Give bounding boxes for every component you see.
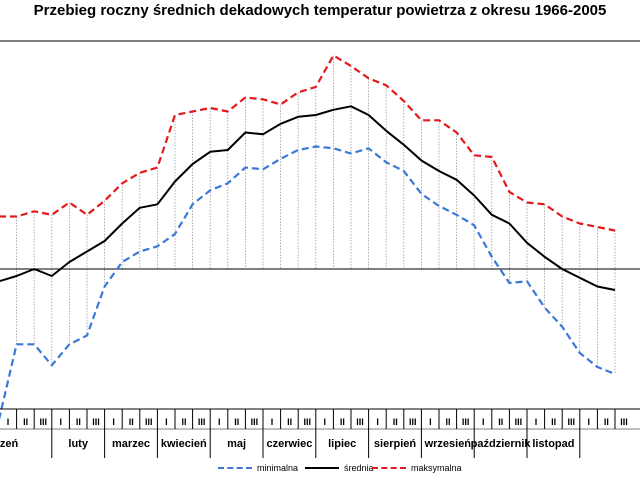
dekad-tick-label: II xyxy=(498,417,503,427)
legend-swatch-maksymalna xyxy=(372,467,406,469)
series-line-minimalna xyxy=(0,145,616,420)
dekad-tick-label: III xyxy=(198,417,206,427)
series-layer xyxy=(0,54,616,420)
legend-item-minimalna: minimalna xyxy=(218,463,298,473)
legend-label-minimalna: minimalna xyxy=(257,463,299,473)
dekad-tick-label: III xyxy=(356,417,364,427)
series-line-maksymalna xyxy=(0,54,616,232)
dekad-tick-label: II xyxy=(551,417,556,427)
x-axis: I II III I II III I II III I II III I II III I II III I II I… xyxy=(0,408,640,458)
dekad-tick-label: I xyxy=(376,417,379,427)
month-label: luty xyxy=(68,438,88,450)
dekad-tick-label: III xyxy=(145,417,153,427)
dekad-tick-label: I xyxy=(482,417,485,427)
dekad-tick-label: I xyxy=(218,417,221,427)
month-label: czerwiec xyxy=(266,438,312,450)
dekad-tick-label: I xyxy=(535,417,538,427)
month-label: maj xyxy=(227,438,246,450)
dekad-tick-label: I xyxy=(588,417,591,427)
dekad-tick-label: II xyxy=(340,417,345,427)
legend-label-srednia: średnia xyxy=(344,463,374,473)
dekad-tick-label: III xyxy=(620,417,628,427)
month-label: listopad xyxy=(532,438,574,450)
dekad-tick-label: II xyxy=(129,417,134,427)
dekad-tick-label: I xyxy=(271,417,274,427)
dekad-tick-label: II xyxy=(393,417,398,427)
month-label: marzec xyxy=(112,438,150,450)
series-line-srednia xyxy=(0,105,616,291)
legend: minimalna średnia maksymalna xyxy=(0,463,640,479)
legend-item-maksymalna: maksymalna xyxy=(372,463,462,473)
dekad-tick-label: II xyxy=(445,417,450,427)
dekad-tick-label: II xyxy=(76,417,81,427)
dekad-tick-label: I xyxy=(7,417,10,427)
dekad-tick-label: III xyxy=(409,417,417,427)
dekad-tick-label: I xyxy=(112,417,115,427)
dekad-tick-label: I xyxy=(324,417,327,427)
month-label: zeń xyxy=(0,438,18,450)
legend-label-maksymalna: maksymalna xyxy=(411,463,462,473)
dekad-tick-label: III xyxy=(92,417,100,427)
dekad-tick-label: I xyxy=(60,417,63,427)
month-label: sierpień xyxy=(374,438,416,450)
dekad-tick-label: II xyxy=(181,417,186,427)
dekad-tick-label: III xyxy=(515,417,523,427)
dekad-tick-label: III xyxy=(462,417,470,427)
dekad-tick-label: II xyxy=(234,417,239,427)
dekad-tick-label: II xyxy=(604,417,609,427)
legend-swatch-minimalna xyxy=(218,467,252,469)
legend-item-srednia: średnia xyxy=(305,463,374,473)
dekad-tick-label: III xyxy=(303,417,311,427)
chart-title: Przebieg roczny średnich dekadowych temp… xyxy=(33,2,607,19)
dekad-tick-label: I xyxy=(165,417,168,427)
dekad-tick-label: III xyxy=(251,417,259,427)
month-label: kwiecień xyxy=(161,438,207,450)
month-label: lipiec xyxy=(328,438,356,450)
dekad-tick-label: I xyxy=(429,417,432,427)
month-label: wrzesień xyxy=(424,438,472,450)
legend-swatch-srednia xyxy=(305,467,339,469)
month-label: październik xyxy=(471,438,532,450)
dekad-tick-label: III xyxy=(567,417,575,427)
dekad-tick-label: III xyxy=(39,417,47,427)
dekad-tick-label: II xyxy=(287,417,292,427)
dekad-tick-label: II xyxy=(23,417,28,427)
